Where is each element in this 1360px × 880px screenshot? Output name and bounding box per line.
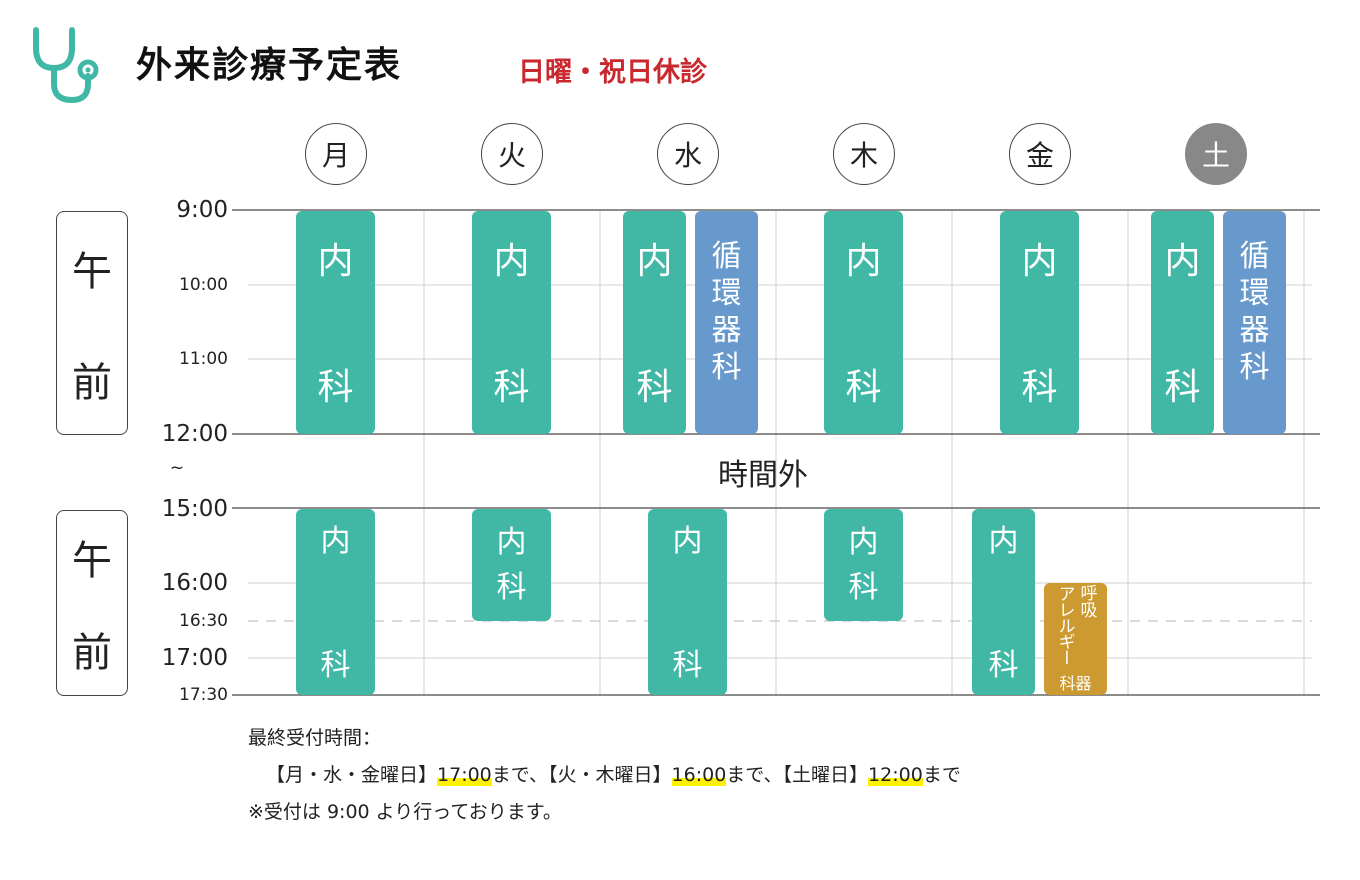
- time-label: 17:00: [161, 645, 228, 671]
- day-header-tue: 火: [481, 123, 543, 185]
- reception-notes: 最終受付時間： 【月・水・金曜日】17:00まで、【火・木曜日】16:00まで、…: [248, 720, 961, 831]
- day-header-thu: 木: [833, 123, 895, 185]
- internal-medicine-block: 内 科: [1151, 211, 1214, 434]
- last-reception-heading: 最終受付時間：: [248, 727, 382, 749]
- internal-medicine-block: 内 科: [1000, 211, 1079, 434]
- period-label-afternoon: 午 前: [56, 510, 128, 696]
- respiratory-allergy-block: アレルギー 呼吸 科器: [1044, 583, 1107, 695]
- time-label: 16:30: [179, 611, 228, 631]
- day-header-fri: 金: [1009, 123, 1071, 185]
- time-label: 9:00: [176, 197, 228, 223]
- day-header-wed: 水: [657, 123, 719, 185]
- time-label: 15:00: [161, 496, 228, 522]
- closed-days-note: 日曜・祝日休診: [518, 57, 707, 88]
- time-highlight: 12:00: [868, 764, 923, 786]
- time-label: 11:00: [179, 349, 228, 369]
- off-hours-label: 時間外: [718, 458, 808, 493]
- time-label: 17:30: [179, 685, 228, 705]
- internal-medicine-block: 内 科: [824, 509, 903, 621]
- internal-medicine-block: 内 科: [472, 211, 551, 434]
- time-label: 12:00: [161, 421, 228, 447]
- day-header-sat: 土: [1185, 123, 1247, 185]
- time-highlight: 17:00: [437, 764, 492, 786]
- internal-medicine-block: 内 科: [648, 509, 727, 695]
- day-header-mon: 月: [305, 123, 367, 185]
- time-tilde: ~: [169, 458, 185, 478]
- internal-medicine-block: 内 科: [296, 211, 375, 434]
- cardiology-block: 循 環 器 科: [695, 211, 758, 434]
- time-label: 16:00: [161, 570, 228, 596]
- reception-start-note: ※受付は 9:00 より行っております。: [248, 801, 562, 823]
- page-title: 外来診療予定表: [136, 45, 403, 86]
- internal-medicine-block: 内 科: [972, 509, 1035, 695]
- time-highlight: 16:00: [671, 764, 727, 786]
- last-reception-times: 【月・水・金曜日】17:00まで、【火・木曜日】16:00まで、【土曜日】12:…: [266, 764, 961, 786]
- internal-medicine-block: 内 科: [623, 211, 686, 434]
- internal-medicine-block: 内 科: [296, 509, 375, 695]
- internal-medicine-block: 内 科: [472, 509, 551, 621]
- period-label-morning: 午 前: [56, 211, 128, 435]
- time-label: 10:00: [179, 275, 228, 295]
- cardiology-block: 循 環 器 科: [1223, 211, 1286, 434]
- stethoscope-icon: [33, 27, 99, 104]
- internal-medicine-block: 内 科: [824, 211, 903, 434]
